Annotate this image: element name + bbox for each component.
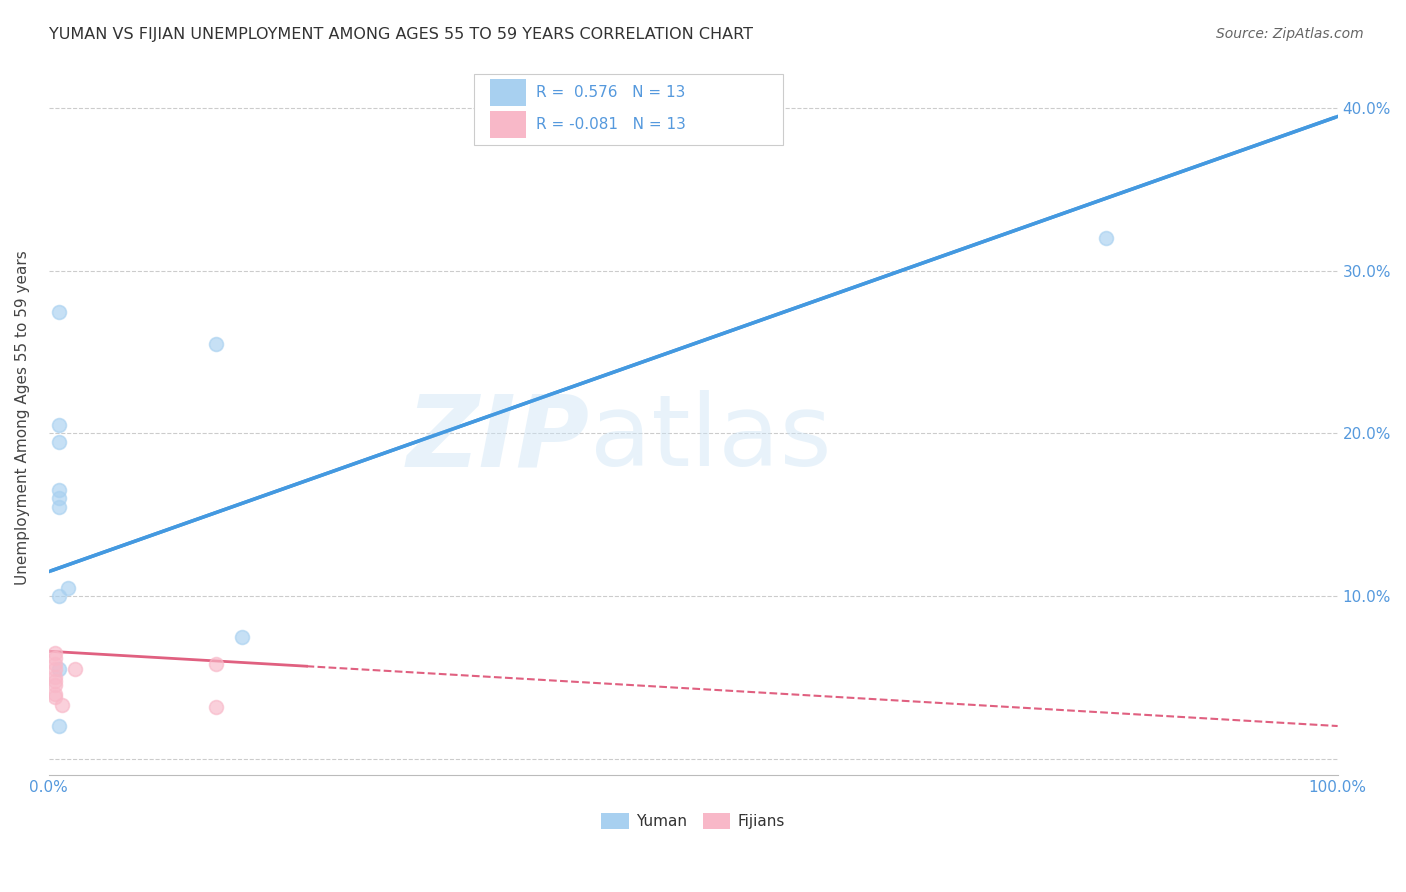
Point xyxy=(44,678,66,692)
Point xyxy=(48,434,70,449)
Point xyxy=(56,581,79,595)
Text: R =  0.576   N = 13: R = 0.576 N = 13 xyxy=(536,85,685,100)
Y-axis label: Unemployment Among Ages 55 to 59 years: Unemployment Among Ages 55 to 59 years xyxy=(15,250,30,584)
Point xyxy=(44,673,66,688)
Text: Source: ZipAtlas.com: Source: ZipAtlas.com xyxy=(1216,27,1364,41)
Point xyxy=(205,657,228,672)
Point xyxy=(48,662,70,676)
Point xyxy=(48,719,70,733)
Point xyxy=(231,630,253,644)
Point xyxy=(44,690,66,704)
Point xyxy=(48,304,70,318)
Point xyxy=(63,662,86,676)
FancyBboxPatch shape xyxy=(474,74,783,145)
FancyBboxPatch shape xyxy=(489,78,526,106)
FancyBboxPatch shape xyxy=(489,112,526,138)
Point xyxy=(44,650,66,665)
Point xyxy=(48,418,70,433)
Text: R = -0.081   N = 13: R = -0.081 N = 13 xyxy=(536,117,686,132)
Point xyxy=(51,698,73,712)
Point xyxy=(205,337,228,351)
Text: atlas: atlas xyxy=(591,390,832,487)
Legend: Yuman, Fijians: Yuman, Fijians xyxy=(595,807,792,835)
Point xyxy=(44,662,66,676)
Point xyxy=(48,500,70,514)
Point xyxy=(48,483,70,498)
Point xyxy=(1094,231,1116,245)
Point xyxy=(44,657,66,672)
Text: YUMAN VS FIJIAN UNEMPLOYMENT AMONG AGES 55 TO 59 YEARS CORRELATION CHART: YUMAN VS FIJIAN UNEMPLOYMENT AMONG AGES … xyxy=(49,27,754,42)
Point xyxy=(48,589,70,603)
Point xyxy=(48,491,70,506)
Text: ZIP: ZIP xyxy=(408,390,591,487)
Point xyxy=(205,699,228,714)
Point xyxy=(44,670,66,684)
Point xyxy=(44,686,66,700)
Point xyxy=(44,646,66,660)
